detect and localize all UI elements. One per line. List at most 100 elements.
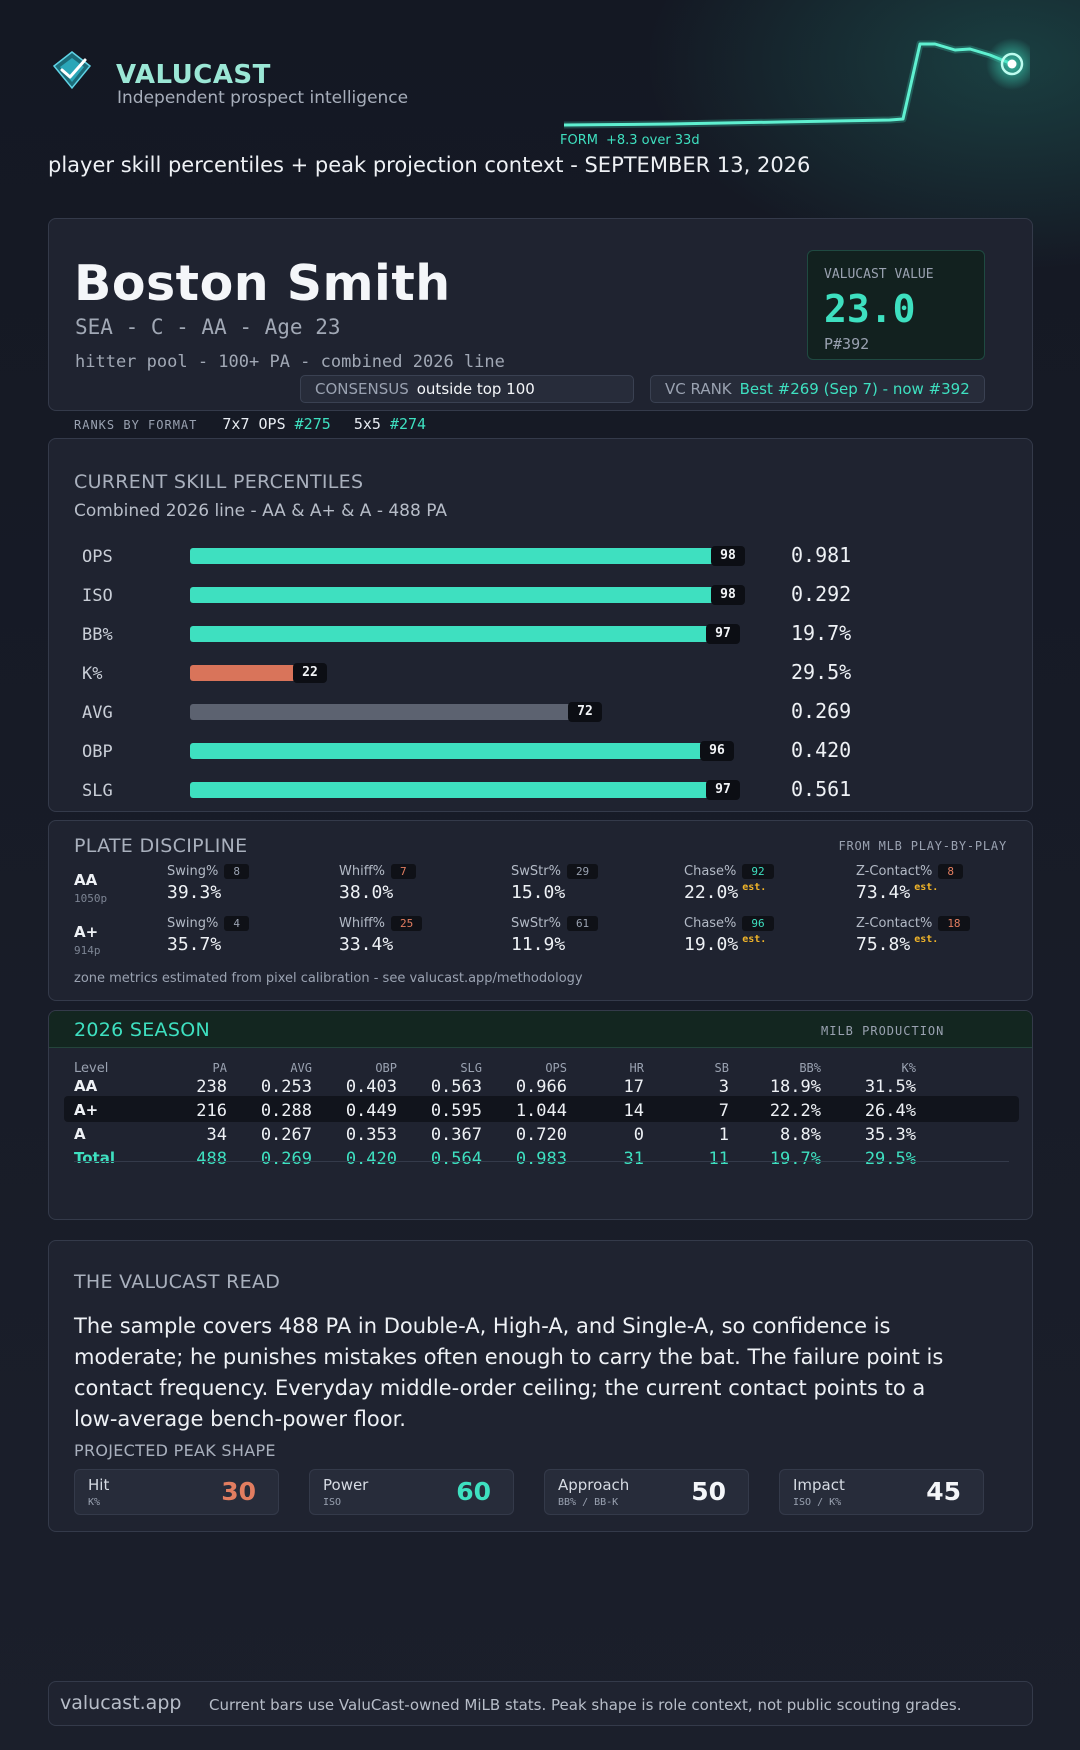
row-label: A	[74, 1125, 86, 1143]
metric-value: 19.0%	[684, 934, 739, 955]
metric-percentile-badge: 92	[742, 864, 774, 879]
plate-metric: Swing% 4 35.7%	[167, 916, 327, 955]
cell-value: 0.353	[345, 1125, 397, 1145]
consensus-value: outside top 100	[416, 380, 535, 398]
footer-note: Current bars use ValuCast-owned MiLB sta…	[209, 1696, 962, 1714]
skill-bar-fill	[190, 587, 729, 603]
cell-value: 8.8%	[780, 1125, 821, 1145]
metric-percentile-badge: 96	[742, 916, 774, 931]
metric-value-row: 33.4%	[339, 934, 499, 955]
table-row: A 34 0.267 0.353 0.367 0.720 0 1 8.8% 35.3%	[64, 1120, 1019, 1146]
row-label: A+	[74, 1101, 99, 1119]
metric-label-row: Swing% 4	[167, 916, 327, 931]
cell-value: 3	[718, 1077, 729, 1097]
metric-percentile-badge: 7	[391, 864, 416, 879]
metric-value-row: 15.0%	[511, 882, 671, 903]
peak-label: Power	[323, 1476, 369, 1494]
metric-label: SwStr%	[511, 864, 561, 879]
metric-label: Z-Contact%	[856, 916, 933, 931]
cell-value: 14	[623, 1101, 644, 1121]
metric-label-row: Z-Contact% 18	[856, 916, 1016, 931]
form-sparkline	[563, 38, 1030, 129]
skill-value: 0.561	[791, 777, 852, 801]
player-pool: hitter pool - 100+ PA - combined 2026 li…	[75, 352, 505, 372]
ranks-label: RANKS BY FORMAT	[74, 418, 198, 432]
rank-format: 5x5	[353, 415, 381, 433]
cell-value: 0.403	[345, 1077, 397, 1097]
plate-metric: Chase% 96 19.0% est.	[684, 916, 844, 955]
section-title: PLATE DISCIPLINE	[74, 835, 248, 857]
metric-label: Swing%	[167, 916, 219, 931]
metric-percentile-badge: 29	[566, 864, 599, 879]
cell-value: 29.5%	[864, 1149, 916, 1169]
plate-metric: Chase% 92 22.0% est.	[684, 864, 844, 903]
peak-shape-item: Impact ISO / K% 45	[779, 1469, 984, 1515]
skill-bar-fill	[190, 665, 311, 681]
level-name: A+	[74, 923, 99, 941]
peak-label: Impact	[793, 1476, 845, 1494]
metric-value-row: 22.0% est.	[684, 882, 844, 903]
percentile-badge: 97	[706, 624, 740, 644]
diamond-logo-icon	[52, 51, 92, 90]
skill-label: ISO	[82, 586, 113, 606]
cell-value: 26.4%	[864, 1101, 916, 1121]
metric-value: 15.0%	[511, 882, 566, 903]
peak-shape-title: PROJECTED PEAK SHAPE	[74, 1441, 276, 1460]
cell-value: 18.9%	[769, 1077, 821, 1097]
cell-value: 34	[206, 1125, 227, 1145]
metric-label: Chase%	[684, 864, 737, 879]
metric-label-row: Chase% 92	[684, 864, 844, 879]
skill-label: OPS	[82, 547, 113, 567]
metric-percentile-badge: 61	[566, 916, 599, 931]
metric-value: 22.0%	[684, 882, 739, 903]
cell-value: 0.269	[260, 1149, 312, 1169]
footer-link[interactable]: valucast.app	[60, 1692, 182, 1714]
player-card: Boston Smith SEA - C - AA - Age 23 hitte…	[48, 218, 1033, 411]
table-total-row: Total 488 0.269 0.420 0.564 0.983 31 11 19.7% 29.…	[64, 1144, 1019, 1170]
level-pitches: 914p	[74, 944, 101, 957]
cell-value: PA	[212, 1061, 227, 1075]
section-subtitle: Combined 2026 line - AA & A+ & A - 488 P…	[74, 501, 448, 521]
metric-value-row: 73.4% est.	[856, 882, 1016, 903]
player-name: Boston Smith	[74, 255, 451, 312]
peak-shape-item: Approach BB% / BB-K 50	[544, 1469, 749, 1515]
skill-bar-fill	[190, 626, 724, 642]
metric-label-row: SwStr% 61	[511, 916, 671, 931]
metric-label-row: SwStr% 29	[511, 864, 671, 879]
plate-metric: Z-Contact% 18 75.8% est.	[856, 916, 1016, 955]
percentile-badge: 98	[711, 585, 745, 605]
rank-format: 7x7 OPS	[222, 415, 286, 433]
skill-label: OBP	[82, 742, 113, 762]
metric-value: 33.4%	[339, 934, 394, 955]
metric-label: Whiff%	[339, 864, 386, 879]
cell-value: SLG	[460, 1061, 482, 1075]
peak-value: 50	[691, 1477, 726, 1506]
cell-value: 0.267	[260, 1125, 312, 1145]
skill-row: AVG 72 0.269	[49, 693, 1034, 732]
cell-value: 216	[196, 1101, 227, 1121]
rank-value: #274	[389, 415, 427, 433]
section-title: 2026 SEASON	[74, 1019, 210, 1041]
methodology-note: zone metrics estimated from pixel calibr…	[74, 971, 583, 986]
skill-bar-track: 97	[190, 624, 740, 644]
skill-bar-track: 72	[190, 702, 740, 722]
metric-value: 39.3%	[167, 882, 222, 903]
peak-label: Approach	[558, 1476, 630, 1494]
percentile-badge: 98	[711, 546, 745, 566]
season-tag: MILB PRODUCTION	[821, 1024, 945, 1038]
metric-value: 35.7%	[167, 934, 222, 955]
row-label: AA	[74, 1077, 98, 1095]
cell-value: 31.5%	[864, 1077, 916, 1097]
section-title: THE VALUCAST READ	[74, 1271, 281, 1293]
metric-value-row: 75.8% est.	[856, 934, 1016, 955]
peak-value: 60	[456, 1477, 491, 1506]
peak-sub: ISO / K%	[793, 1497, 842, 1508]
metric-value-row: 38.0%	[339, 882, 499, 903]
plate-level: A+ 914p	[74, 923, 101, 957]
metric-value-row: 39.3%	[167, 882, 327, 903]
skill-bar-track: 98	[190, 585, 745, 605]
row-label: Total	[74, 1149, 115, 1167]
skill-bar-track: 22	[190, 663, 740, 683]
rank-format-item: 7x7 OPS #275	[222, 415, 330, 433]
valucast-read-card: THE VALUCAST READ The sample covers 488 …	[48, 1240, 1033, 1532]
